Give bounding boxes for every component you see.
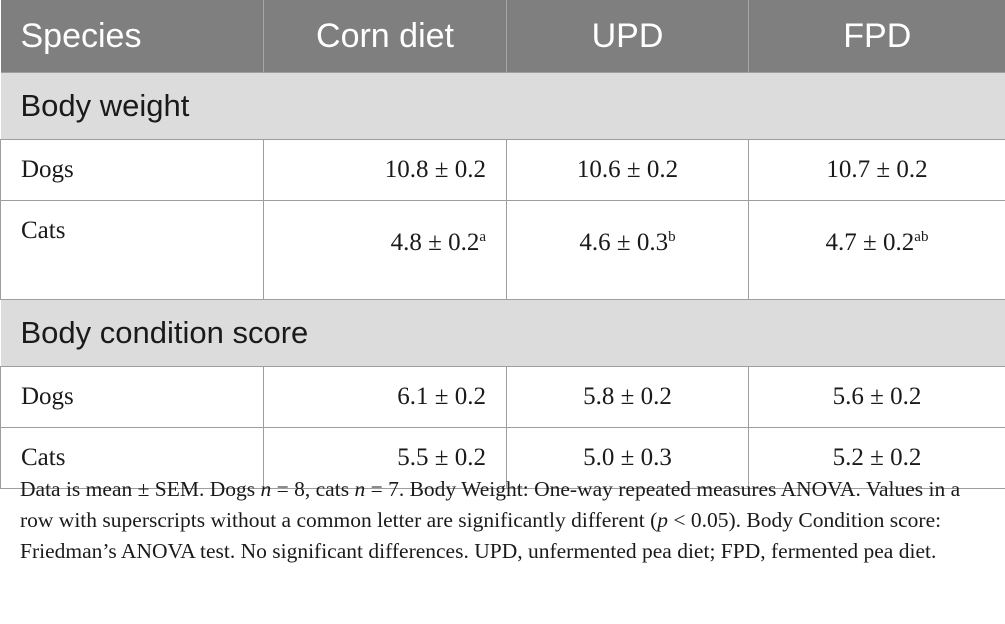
value-cell: 5.2 ± 0.2 xyxy=(748,427,1005,489)
value-cell: 6.1 ± 0.2 xyxy=(263,366,507,428)
footnote-text: = 8, cats xyxy=(271,477,355,501)
table-row: Cats 4.8 ± 0.2a 4.6 ± 0.3b 4.7 ± 0.2ab xyxy=(0,200,1005,300)
section-row-body-weight: Body weight xyxy=(0,72,1005,140)
table-body: Body weight Dogs 10.8 ± 0.2 10.6 ± 0.2 1… xyxy=(0,72,1005,489)
value-cell: 5.8 ± 0.2 xyxy=(506,366,749,428)
value-text: 10.6 ± 0.2 xyxy=(576,156,679,183)
superscript-letter: ab xyxy=(914,229,929,245)
value-cell: 10.8 ± 0.2 xyxy=(263,139,507,201)
value-text: 5.5 ± 0.2 xyxy=(397,444,486,471)
value-text: 10.8 ± 0.2 xyxy=(384,156,486,183)
header-species: Species xyxy=(0,0,264,73)
species-cell: Cats xyxy=(0,427,264,489)
value-text: 6.1 ± 0.2 xyxy=(397,383,486,410)
value-cell: 5.0 ± 0.3 xyxy=(506,427,749,489)
section-title: Body weight xyxy=(0,72,1005,140)
value-text: 4.6 ± 0.3 xyxy=(579,229,669,256)
value-cell: 4.8 ± 0.2a xyxy=(263,200,507,300)
header-row: Species Corn diet UPD FPD xyxy=(0,0,1005,73)
header-corn-diet: Corn diet xyxy=(263,0,507,73)
value-text: 4.8 ± 0.2 xyxy=(390,229,480,256)
value-text: 5.6 ± 0.2 xyxy=(832,383,922,410)
header-upd: UPD xyxy=(506,0,749,73)
table-row: Cats 5.5 ± 0.2 5.0 ± 0.3 5.2 ± 0.2 xyxy=(0,427,1005,489)
table-footnote: Data is mean ± SEM. Dogs n = 8, cats n =… xyxy=(20,474,990,567)
value-text: 10.7 ± 0.2 xyxy=(826,156,928,183)
superscript-letter: a xyxy=(479,229,486,245)
species-cell: Dogs xyxy=(0,366,264,428)
superscript-letter: b xyxy=(668,229,676,245)
footnote-text: Data is mean ± SEM. Dogs xyxy=(20,477,261,501)
header-fpd: FPD xyxy=(748,0,1005,73)
value-cell: 10.6 ± 0.2 xyxy=(506,139,749,201)
species-cell: Cats xyxy=(0,200,264,300)
footnote-italic-p: p xyxy=(657,508,669,532)
footnote-text: < 0.05). Body Condition score: Friedman’… xyxy=(20,508,942,563)
results-table: Species Corn diet UPD FPD Body weight Do… xyxy=(0,0,1005,489)
table-row: Dogs 6.1 ± 0.2 5.8 ± 0.2 5.6 ± 0.2 xyxy=(0,366,1005,428)
value-cell: 5.5 ± 0.2 xyxy=(263,427,507,489)
footnote-italic-n: n xyxy=(260,477,272,501)
footnote-text: = 7. Body Weight: One-way repeated measu… xyxy=(20,477,961,532)
value-text: 5.8 ± 0.2 xyxy=(583,383,672,410)
value-cell: 4.7 ± 0.2ab xyxy=(748,200,1005,300)
section-title: Body condition score xyxy=(0,299,1005,367)
value-text: 5.0 ± 0.3 xyxy=(583,444,672,471)
table-header: Species Corn diet UPD FPD xyxy=(0,0,1005,73)
table-row: Dogs 10.8 ± 0.2 10.6 ± 0.2 10.7 ± 0.2 xyxy=(0,139,1005,201)
value-text: 4.7 ± 0.2 xyxy=(825,229,915,256)
species-cell: Dogs xyxy=(0,139,264,201)
value-cell: 10.7 ± 0.2 xyxy=(748,139,1005,201)
value-cell: 4.6 ± 0.3b xyxy=(506,200,749,300)
value-cell: 5.6 ± 0.2 xyxy=(748,366,1005,428)
footnote-italic-n: n xyxy=(354,477,366,501)
section-row-body-condition-score: Body condition score xyxy=(0,299,1005,367)
value-text: 5.2 ± 0.2 xyxy=(832,444,922,471)
